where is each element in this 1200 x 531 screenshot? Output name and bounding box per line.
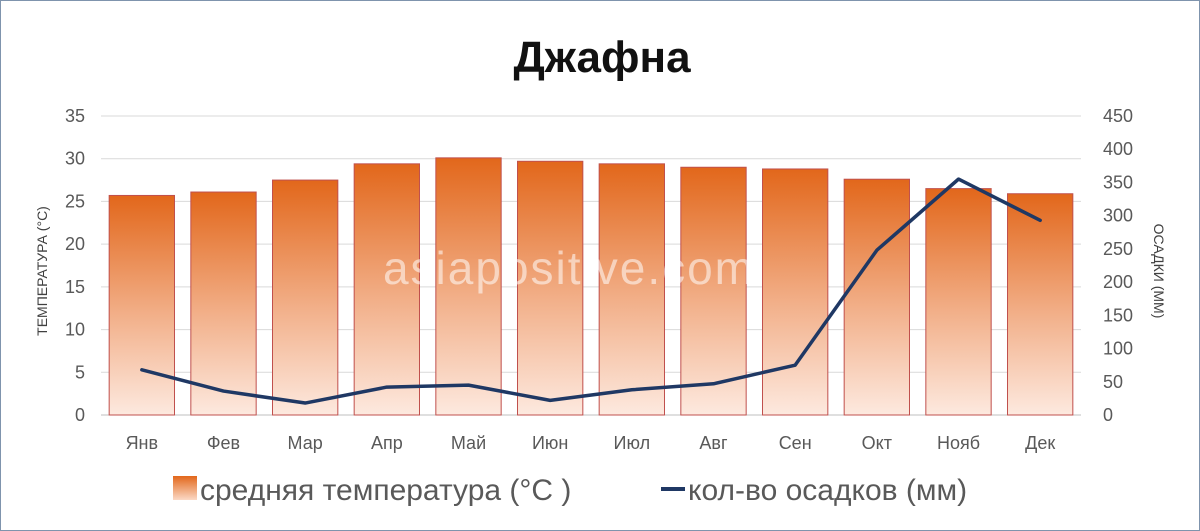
temperature-bar [598,163,666,416]
left-axis-title: ТЕМПЕРАТУРА (°C) [34,206,50,336]
right-tick-label: 100 [1103,339,1133,359]
x-tick-label: Май [451,433,486,453]
x-tick-label: Июл [614,433,651,453]
right-tick-label: 50 [1103,372,1123,392]
temperature-bar [108,194,175,416]
right-tick-label: 400 [1103,139,1133,159]
temperature-bar [680,166,747,416]
right-tick-label: 300 [1103,206,1133,226]
right-tick-label: 0 [1103,405,1113,425]
gridlines [101,115,1081,416]
chart-title: Джафна [513,33,691,82]
x-tick-label: Авг [699,433,728,453]
left-tick-label: 5 [75,362,85,382]
right-tick-label: 200 [1103,272,1133,292]
legend-bar-swatch [173,476,197,500]
temperature-bar [1007,193,1074,416]
temperature-bar [762,168,829,416]
temperature-bar [925,188,992,416]
temperature-bar [190,191,257,416]
x-tick-label: Сен [779,433,812,453]
right-axis-ticks: 0 50 100 150 200 250 300 350 400 450 [1103,106,1133,425]
watermark: asiapositive.com [383,242,755,294]
x-tick-label: Янв [126,433,159,453]
temperature-bar [843,178,911,416]
left-tick-label: 15 [65,277,85,297]
x-tick-label: Фев [207,433,240,453]
left-tick-label: 30 [65,149,85,169]
temperature-bar [517,160,584,416]
right-axis-title: ОСАДКИ (ММ) [1151,224,1167,319]
left-tick-label: 25 [65,191,85,211]
right-tick-label: 150 [1103,305,1133,325]
precipitation-line-layer [140,177,1042,405]
x-tick-label: Окт [862,433,892,453]
left-tick-label: 20 [65,234,85,254]
left-tick-label: 0 [75,405,85,425]
temperature-bar [272,179,339,416]
x-axis-ticks: Янв Фев Мар Апр Май Июн Июл Авг Сен Окт Нояб Дек [126,433,1056,453]
x-tick-label: Апр [371,433,403,453]
temperature-bars [108,157,1074,416]
left-tick-label: 10 [65,320,85,340]
legend: средняя температура (°C ) кол-во осадков… [173,474,967,507]
left-axis-ticks: 0 5 10 15 20 25 30 35 [65,106,85,425]
legend-label-temperature: средняя температура (°C ) [200,474,571,507]
x-tick-label: Июн [532,433,568,453]
x-tick-label: Дек [1025,433,1055,453]
right-tick-label: 450 [1103,106,1133,126]
legend-label-precipitation: кол-во осадков (мм) [688,474,967,507]
temperature-bar [435,157,502,416]
precipitation-line [140,177,1042,405]
right-tick-label: 350 [1103,172,1133,192]
right-tick-label: 250 [1103,239,1133,259]
x-tick-label: Нояб [937,433,980,453]
x-tick-label: Мар [288,433,323,453]
temperature-bar [353,163,420,416]
left-tick-label: 35 [65,106,85,126]
